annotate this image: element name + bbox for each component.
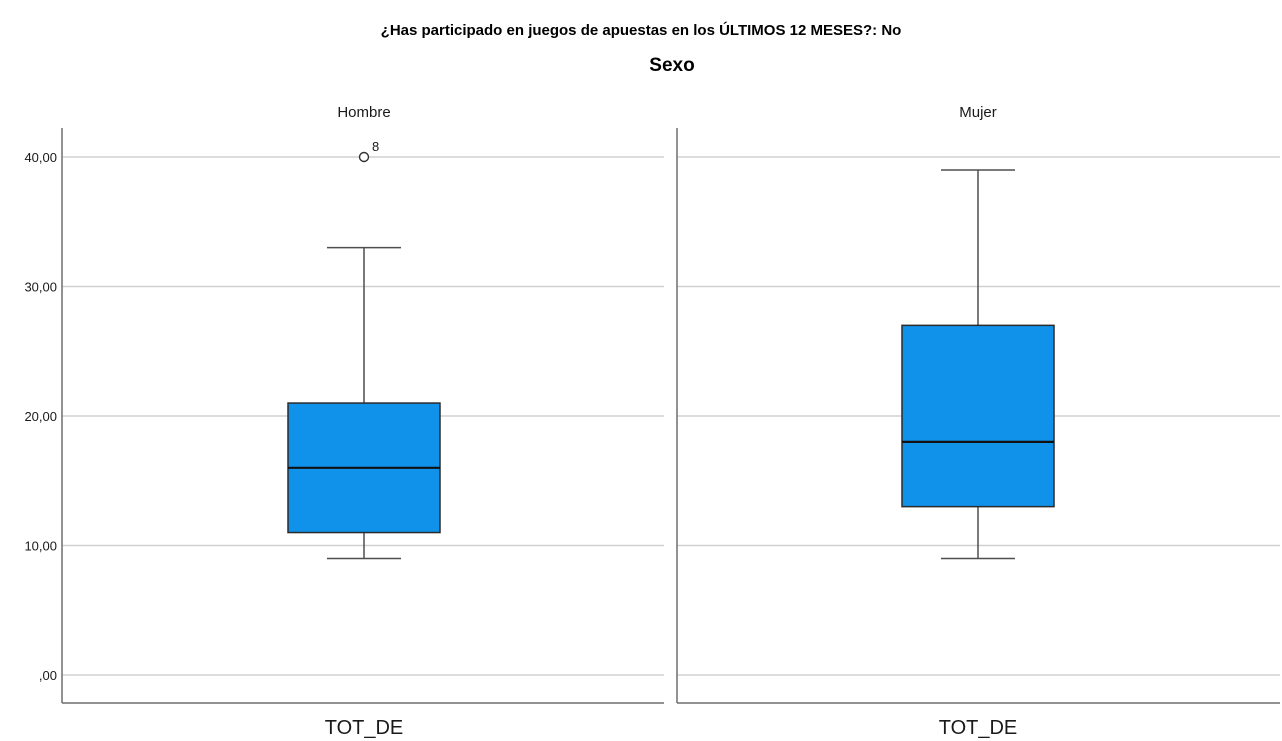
outlier-label: 8 — [372, 139, 379, 154]
y-tick-label: ,00 — [39, 668, 57, 683]
y-tick-label: 40,00 — [24, 150, 57, 165]
chart-title: ¿Has participado en juegos de apuestas e… — [381, 21, 902, 39]
panel-2: Mujer TOT_DE — [676, 104, 1280, 739]
panel-header-label: Mujer — [959, 104, 997, 121]
chart-subtitle: Sexo — [649, 55, 694, 76]
y-tick-label: 20,00 — [24, 409, 57, 424]
y-tick-label: 30,00 — [24, 280, 57, 295]
category-label: TOT_DE — [325, 717, 404, 739]
panels-layer: Hombre TOT_DE 8 Mujer TOT_DE ,00 10,00 20,00 30,… — [24, 104, 1280, 739]
outlier-point — [358, 151, 370, 163]
iqr-box — [901, 324, 1055, 508]
panel-header-label: Hombre — [337, 104, 390, 121]
panel-1: Hombre TOT_DE 8 — [61, 104, 664, 739]
category-label: TOT_DE — [939, 717, 1018, 739]
y-tick-label: 10,00 — [24, 539, 57, 554]
